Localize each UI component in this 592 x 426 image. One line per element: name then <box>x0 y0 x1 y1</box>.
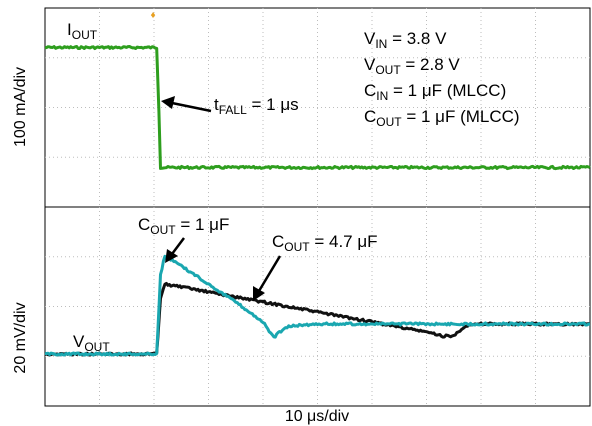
cout-1uf-arrow <box>165 237 185 263</box>
iout-label: IOUT <box>67 20 98 42</box>
cout-4p7uf-label: COUT = 4.7 μF <box>272 232 378 254</box>
vout-trace-1 <box>44 254 591 357</box>
xlabel: 10 μs/div <box>285 408 349 425</box>
tfall-annotation: tFALL = 1 μs <box>214 95 299 117</box>
cout-4p7uf-arrow <box>253 255 282 301</box>
iout-trace-0 <box>44 45 591 171</box>
cout-1uf-label: COUT = 1 μF <box>138 215 229 237</box>
condition-cin: CIN = 1 μF (MLCC) <box>364 81 506 103</box>
top-ylabel: 100 mA/div <box>12 67 29 147</box>
condition-cout: COUT = 1 μF (MLCC) <box>364 107 520 129</box>
bottom-ylabel: 20 mV/div <box>12 302 29 373</box>
bottom-traces <box>44 254 591 357</box>
condition-vout: VOUT = 2.8 V <box>364 55 460 77</box>
test-conditions: VIN = 3.8 V VOUT = 2.8 V CIN = 1 μF (MLC… <box>364 29 520 129</box>
top-traces <box>44 45 591 171</box>
vout-label: VOUT <box>73 332 110 354</box>
grid-bottom <box>45 207 590 406</box>
grid-top <box>45 8 590 207</box>
trigger-marker-icon: ♦ <box>150 10 155 21</box>
tfall-arrow <box>161 96 212 113</box>
condition-vin: VIN = 3.8 V <box>364 29 447 51</box>
